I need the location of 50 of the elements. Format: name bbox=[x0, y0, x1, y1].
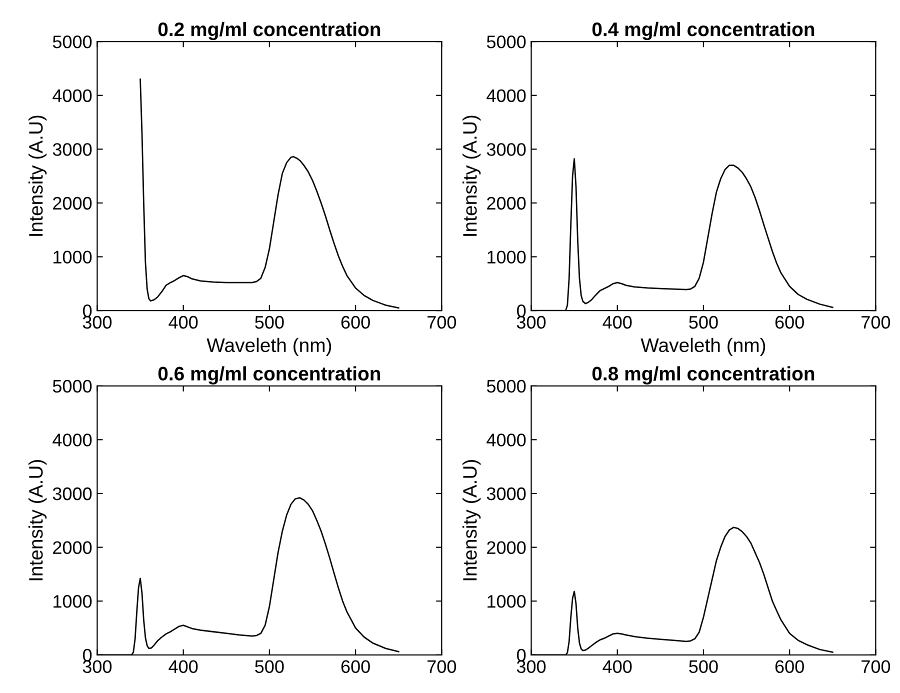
chart-title: 0.6 mg/ml concentration bbox=[158, 366, 380, 384]
x-tick-label: 500 bbox=[689, 660, 718, 674]
x-tick-label: 700 bbox=[862, 316, 890, 329]
x-tick-label: 400 bbox=[168, 316, 198, 329]
y-tick-label: 3000 bbox=[52, 487, 92, 500]
x-tick-label: 400 bbox=[602, 316, 632, 329]
y-tick-label: 1000 bbox=[488, 595, 526, 608]
y-axis-title: Intensity (A.U) bbox=[28, 460, 47, 580]
x-tick-label: 700 bbox=[428, 316, 456, 329]
y-tick-label: 3000 bbox=[486, 487, 526, 500]
chart-title: 0.4 mg/ml concentration bbox=[592, 22, 814, 40]
x-tick-label: 700 bbox=[862, 660, 890, 674]
x-tick-label: 700 bbox=[428, 660, 456, 674]
y-tick-label: 2000 bbox=[53, 196, 92, 210]
x-tick-label: 500 bbox=[255, 660, 284, 674]
y-tick-label: 4000 bbox=[52, 434, 92, 446]
y-tick-label: 3000 bbox=[486, 143, 526, 156]
y-tick-label: 1000 bbox=[54, 595, 92, 608]
y-tick-label: 5000 bbox=[486, 36, 526, 48]
y-tick-label: 3000 bbox=[52, 143, 92, 156]
y-tick-label: 1000 bbox=[488, 250, 526, 264]
x-axis-title: Waveleth (nm) bbox=[640, 338, 766, 356]
chart-title: 0.2 mg/ml concentration bbox=[158, 22, 380, 40]
x-tick-label: 600 bbox=[341, 660, 370, 674]
x-tick-label: 300 bbox=[82, 660, 112, 674]
y-tick-label: 4000 bbox=[486, 434, 526, 446]
x-tick-label: 400 bbox=[168, 660, 198, 674]
y-tick-label: 2000 bbox=[487, 196, 526, 210]
x-tick-label: 600 bbox=[775, 316, 804, 329]
y-tick-label: 1000 bbox=[54, 250, 92, 264]
x-axis-title: Waveleth (nm) bbox=[206, 338, 332, 356]
y-tick-label: 2000 bbox=[53, 541, 92, 554]
y-tick-label: 5000 bbox=[52, 36, 92, 48]
x-tick-label: 300 bbox=[516, 316, 546, 329]
y-axis-title: Intensity (A.U) bbox=[462, 460, 481, 580]
x-tick-label: 300 bbox=[516, 660, 546, 674]
y-tick-label: 4000 bbox=[52, 89, 92, 102]
y-tick-label: 5000 bbox=[486, 380, 526, 393]
y-axis-title: Intensity (A.U) bbox=[462, 116, 481, 236]
x-tick-label: 400 bbox=[602, 660, 632, 674]
y-axis-title: Intensity (A.U) bbox=[28, 116, 47, 236]
x-tick-label: 500 bbox=[255, 316, 284, 329]
y-tick-label: 2000 bbox=[487, 541, 526, 554]
x-tick-label: 500 bbox=[689, 316, 718, 329]
y-tick-label: 4000 bbox=[486, 89, 526, 102]
x-tick-label: 300 bbox=[82, 316, 112, 329]
chart-title: 0.8 mg/ml concentration bbox=[592, 366, 814, 384]
x-tick-label: 600 bbox=[775, 660, 804, 674]
x-tick-label: 600 bbox=[341, 316, 370, 329]
y-tick-label: 5000 bbox=[52, 380, 92, 393]
